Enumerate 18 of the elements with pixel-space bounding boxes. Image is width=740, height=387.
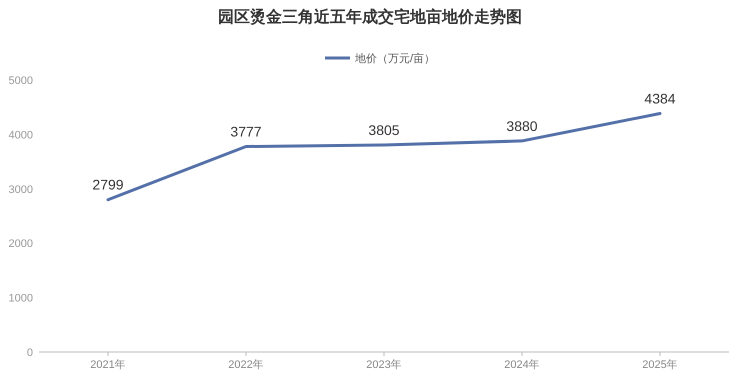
legend-label: 地价（万元/亩） xyxy=(354,52,436,65)
y-tick-label: 0 xyxy=(26,347,33,359)
y-tick-label: 3000 xyxy=(8,184,33,196)
y-tick-label: 5000 xyxy=(8,75,33,87)
y-tick-label: 4000 xyxy=(8,129,33,142)
data-label: 2799 xyxy=(92,176,124,193)
x-tick-label: 2025年 xyxy=(642,359,678,371)
y-tick-label: 2000 xyxy=(8,238,33,250)
y-tick-label: 1000 xyxy=(8,292,33,305)
data-label: 3777 xyxy=(230,124,262,140)
chart-title: 园区烫金三角近五年成交宅地亩地价走势图 xyxy=(218,7,522,26)
data-label: 4384 xyxy=(644,90,676,107)
x-tick-label: 2022年 xyxy=(228,359,264,371)
data-label: 3880 xyxy=(506,118,538,134)
data-label: 3805 xyxy=(368,122,400,138)
x-tick-label: 2021年 xyxy=(90,359,126,371)
x-tick-label: 2023年 xyxy=(366,359,402,371)
x-tick-label: 2024年 xyxy=(504,359,540,371)
